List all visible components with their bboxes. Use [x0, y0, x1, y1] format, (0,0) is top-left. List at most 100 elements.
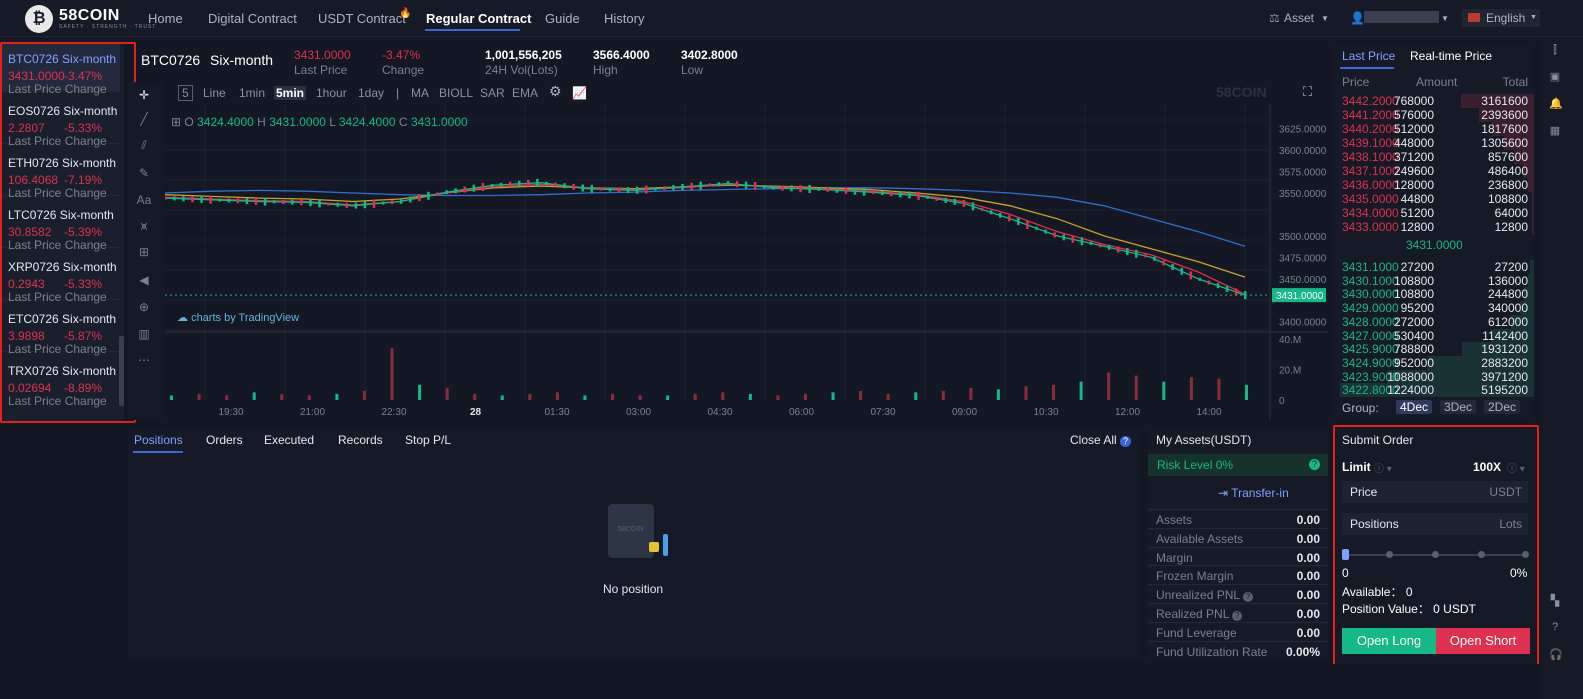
bid-row[interactable]: 3430.1000 108800 136000	[1334, 273, 1534, 288]
contract-item-ltc[interactable]: LTC0726 Six-month 30.8582 -5.39% Last Pr…	[0, 198, 120, 252]
help-icon[interactable]: ?	[1120, 436, 1132, 447]
info-icon[interactable]: ⓘ ▾	[1507, 464, 1525, 475]
settings-gear-icon[interactable]: ⚙	[549, 83, 562, 99]
price-chart[interactable]: 3431.0000 3625.0000 3600.0000 3575.0000 3550…	[164, 104, 1328, 420]
bid-row[interactable]: 3422.8000 1224000 5195200	[1334, 383, 1534, 398]
calculator-icon[interactable]: ▦	[1549, 125, 1561, 137]
positions-input[interactable]: Positions Lots	[1342, 513, 1528, 535]
leverage-select[interactable]: 100X	[1473, 460, 1502, 474]
bid-row[interactable]: 3423.9000 1088000 3971200	[1334, 369, 1534, 384]
nav-usdt-contract[interactable]: USDT Contract	[318, 11, 406, 26]
contract-item-eos[interactable]: EOS0726 Six-month 2.2807 -5.33% Last Pri…	[0, 94, 120, 148]
ask-row[interactable]: 3435.0000 44800 108800	[1334, 192, 1534, 206]
back-arrow-icon[interactable]: ◀	[139, 273, 149, 287]
nav-home[interactable]: Home	[148, 11, 183, 26]
nav-digital-contract[interactable]: Digital Contract	[208, 11, 297, 26]
help-icon[interactable]: ?	[1242, 592, 1253, 603]
ask-row[interactable]: 3433.0000 12800 12800	[1334, 220, 1534, 234]
slider-tick[interactable]	[1386, 551, 1393, 558]
wallet-icon[interactable]: ▣	[1549, 71, 1561, 83]
slider-handle[interactable]	[1342, 549, 1349, 560]
logo[interactable]: ₿ 58COIN SAFETY · STRENGTH · TRUST	[25, 5, 156, 33]
ask-row[interactable]: 3442.2000 768000 3161600	[1334, 94, 1534, 108]
tb-bioll[interactable]: BIOLL	[439, 86, 474, 100]
contract-item-etc[interactable]: ETC0726 Six-month 3.9898 -5.87% Last Pri…	[0, 302, 120, 356]
ask-row[interactable]: 3438.1000 371200 857600	[1334, 150, 1534, 164]
bid-row[interactable]: 3424.9000 952000 2883200	[1334, 355, 1534, 370]
bid-row[interactable]: 3431.1000 27200 27200	[1334, 260, 1534, 274]
tab-positions[interactable]: Positions	[134, 433, 183, 447]
tb-ma[interactable]: MA	[411, 86, 429, 100]
tb-1hour[interactable]: 1hour	[316, 86, 347, 100]
ask-row[interactable]: 3439.1000 448000 1305600	[1334, 136, 1534, 150]
interval-number[interactable]: 5	[178, 85, 193, 101]
list-scrollbar[interactable]	[119, 336, 124, 406]
tradingview-attribution[interactable]: ☁ charts by TradingView	[177, 311, 299, 324]
slider-tick[interactable]	[1478, 551, 1485, 558]
nav-guide[interactable]: Guide	[545, 11, 580, 26]
fork-icon[interactable]: ⫽	[141, 138, 147, 152]
open-short-button[interactable]: Open Short	[1436, 628, 1530, 654]
help-icon[interactable]: ?	[1309, 459, 1320, 470]
ask-row[interactable]: 3434.0000 51200 64000	[1334, 206, 1534, 220]
ruler-icon[interactable]: ▥	[138, 327, 150, 341]
more-icon[interactable]: ⋯	[138, 353, 150, 367]
close-all-button[interactable]: Close All ?	[1070, 433, 1132, 447]
tab-records[interactable]: Records	[338, 433, 383, 447]
fullscreen-icon[interactable]: ⛶	[1303, 84, 1313, 99]
contract-item-xrp[interactable]: XRP0726 Six-month 0.2943 -5.33% Last Pri…	[0, 250, 120, 304]
user-account-masked[interactable]	[1364, 11, 1439, 23]
ask-row[interactable]: 3440.2000 512000 1817600	[1334, 122, 1534, 136]
zoom-icon[interactable]: ⊕	[138, 300, 150, 314]
pattern-icon[interactable]: ⩙	[140, 219, 148, 233]
user-icon[interactable]: 👤	[1350, 11, 1365, 25]
text-icon[interactable]: Aa	[136, 193, 152, 207]
grid-icon[interactable]: ▚	[1550, 595, 1560, 607]
layout-icon[interactable]: ⫿	[1553, 44, 1557, 56]
bid-row[interactable]: 3429.0000 95200 340000	[1334, 301, 1534, 316]
help-icon[interactable]: ?	[1551, 621, 1559, 633]
tb-1day[interactable]: 1day	[358, 86, 385, 100]
tab-orders[interactable]: Orders	[206, 433, 243, 447]
bid-row[interactable]: 3428.0000 272000 612000	[1334, 314, 1534, 329]
headset-icon[interactable]: 🎧	[1549, 649, 1563, 661]
ask-row[interactable]: 3441.2000 576000 2393600	[1334, 108, 1534, 122]
nav-regular-contract[interactable]: Regular Contract	[426, 11, 532, 26]
open-long-button[interactable]: Open Long	[1342, 628, 1436, 654]
price-input[interactable]: Price USDT	[1342, 481, 1528, 503]
group-2dec[interactable]: 2Dec	[1484, 400, 1521, 414]
contract-item-btc[interactable]: BTC0726 Six-month 3431.0000 -3.47% Last …	[0, 42, 120, 96]
group-3dec[interactable]: 3Dec	[1440, 400, 1477, 414]
asset-menu[interactable]: Asset	[1284, 11, 1315, 25]
chart-svg[interactable]: 3431.0000 3625.0000 3600.0000 3575.0000 3550…	[164, 104, 1328, 420]
indicators-icon[interactable]: 📈	[572, 86, 587, 100]
info-icon[interactable]: ⓘ ▾	[1374, 464, 1392, 475]
bid-row[interactable]: 3425.9000 788800 1931200	[1334, 342, 1534, 357]
bell-icon[interactable]: 🔔	[1549, 98, 1563, 110]
crosshair-icon[interactable]: ✛	[138, 88, 150, 102]
tab-executed[interactable]: Executed	[264, 433, 315, 447]
ask-row[interactable]: 3437.1000 249600 486400	[1334, 164, 1534, 178]
trend-line-icon[interactable]: ╱	[140, 112, 148, 126]
bid-row[interactable]: 3430.0000 108800 244800	[1334, 287, 1534, 302]
contract-item-trx[interactable]: TRX0726 Six-month 0.02694 -8.89% Last Pr…	[0, 354, 120, 408]
contract-item-eth[interactable]: ETH0726 Six-month 106.4068 -7.19% Last P…	[0, 146, 120, 200]
slider-tick[interactable]	[1432, 551, 1439, 558]
expand-icon[interactable]: ⊞	[171, 115, 182, 129]
ask-row[interactable]: 3436.0000 128000 236800	[1334, 178, 1534, 192]
measure-icon[interactable]: ⊞	[138, 245, 150, 259]
language-selector[interactable]: English ▼	[1462, 9, 1540, 27]
slider-tick[interactable]	[1522, 551, 1529, 558]
tb-1min[interactable]: 1min	[239, 86, 266, 100]
help-icon[interactable]: ?	[1232, 611, 1243, 621]
bid-row[interactable]: 3427.0000 530400 1142400	[1334, 328, 1534, 343]
tab-stop-pl[interactable]: Stop P/L	[405, 433, 452, 447]
tab-realtime-price[interactable]: Real-time Price	[1410, 49, 1493, 63]
order-type-select[interactable]: Limit	[1342, 460, 1371, 474]
group-4dec[interactable]: 4Dec	[1396, 400, 1433, 414]
tb-sar[interactable]: SAR	[480, 86, 505, 100]
tb-ema[interactable]: EMA	[512, 86, 539, 100]
tab-last-price[interactable]: Last Price	[1342, 49, 1396, 63]
tb-5min[interactable]: 5min	[274, 86, 307, 100]
nav-history[interactable]: History	[604, 11, 645, 26]
